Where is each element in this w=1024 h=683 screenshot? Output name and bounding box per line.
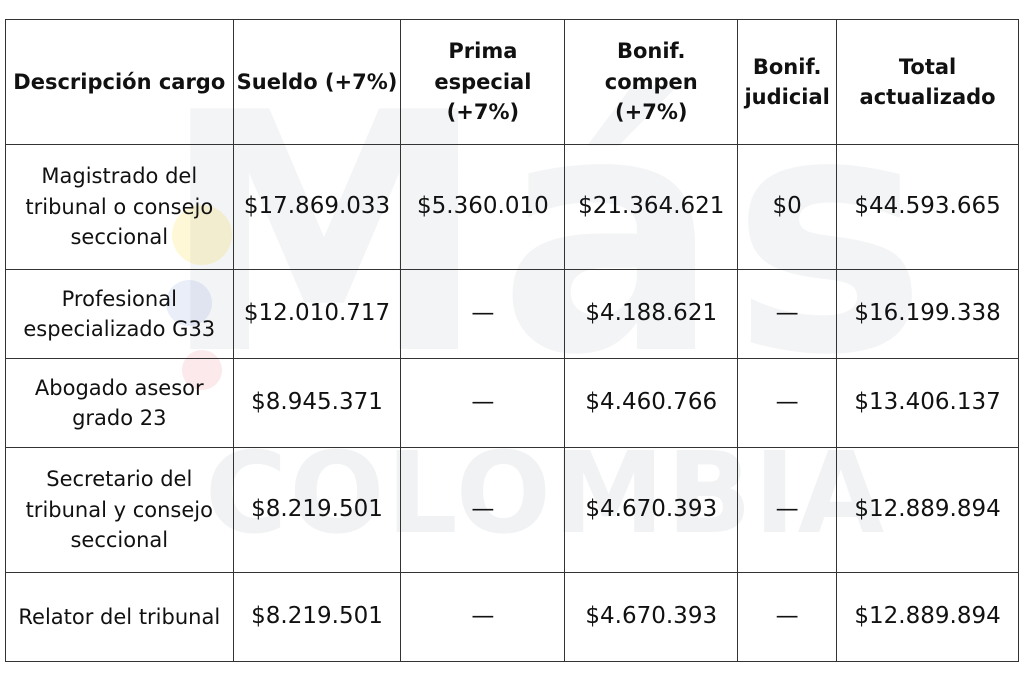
cell-sueldo: $8.219.501 [232,447,402,573]
cell-sueldo: $8.945.371 [232,358,402,448]
table-row: Abogado asesor grado 23 $8.945.371 — $4.… [5,358,1019,448]
cell-prima: — [400,447,566,573]
table-row: Secretario del tribunal y consejo seccio… [5,447,1019,573]
cell-bonif-compen: $4.188.621 [564,269,739,359]
table-row: Profesional especializado G33 $12.010.71… [5,269,1019,359]
header-row: Descripción cargo Sueldo (+7%) Prima esp… [5,19,1019,145]
cell-bonif-compen: $4.460.766 [564,358,739,448]
cell-bonif-judicial: — [737,269,838,359]
cell-descripcion: Abogado asesor grado 23 [5,358,234,448]
cell-bonif-compen: $21.364.621 [564,144,739,270]
cell-bonif-judicial: — [737,358,838,448]
cell-total: $16.199.338 [836,269,1019,359]
cell-total: $44.593.665 [836,144,1019,270]
cell-prima: $5.360.010 [400,144,566,270]
table-row: Relator del tribunal $8.219.501 — $4.670… [5,572,1019,662]
header-bonif-judicial: Bonif. judicial [737,19,838,145]
salary-table: Descripción cargo Sueldo (+7%) Prima esp… [5,19,1019,662]
cell-prima: — [400,269,566,359]
cell-prima: — [400,358,566,448]
cell-prima: — [400,572,566,662]
cell-sueldo: $8.219.501 [232,572,402,662]
table-row: Magistrado del tribunal o consejo seccio… [5,144,1019,270]
header-bonif-compen: Bonif. compen (+7%) [564,19,739,145]
cell-bonif-compen: $4.670.393 [564,572,739,662]
cell-total: $13.406.137 [836,358,1019,448]
cell-bonif-judicial: $0 [737,144,838,270]
cell-total: $12.889.894 [836,447,1019,573]
cell-sueldo: $17.869.033 [232,144,402,270]
cell-bonif-judicial: — [737,447,838,573]
cell-bonif-judicial: — [737,572,838,662]
cell-bonif-compen: $4.670.393 [564,447,739,573]
header-descripcion: Descripción cargo [5,19,234,145]
cell-total: $12.889.894 [836,572,1019,662]
cell-sueldo: $12.010.717 [232,269,402,359]
header-prima: Prima especial (+7%) [400,19,566,145]
cell-descripcion: Profesional especializado G33 [5,269,234,359]
cell-descripcion: Secretario del tribunal y consejo seccio… [5,447,234,573]
cell-descripcion: Magistrado del tribunal o consejo seccio… [5,144,234,270]
header-total: Total actualizado [836,19,1019,145]
header-sueldo: Sueldo (+7%) [232,19,402,145]
cell-descripcion: Relator del tribunal [5,572,234,662]
